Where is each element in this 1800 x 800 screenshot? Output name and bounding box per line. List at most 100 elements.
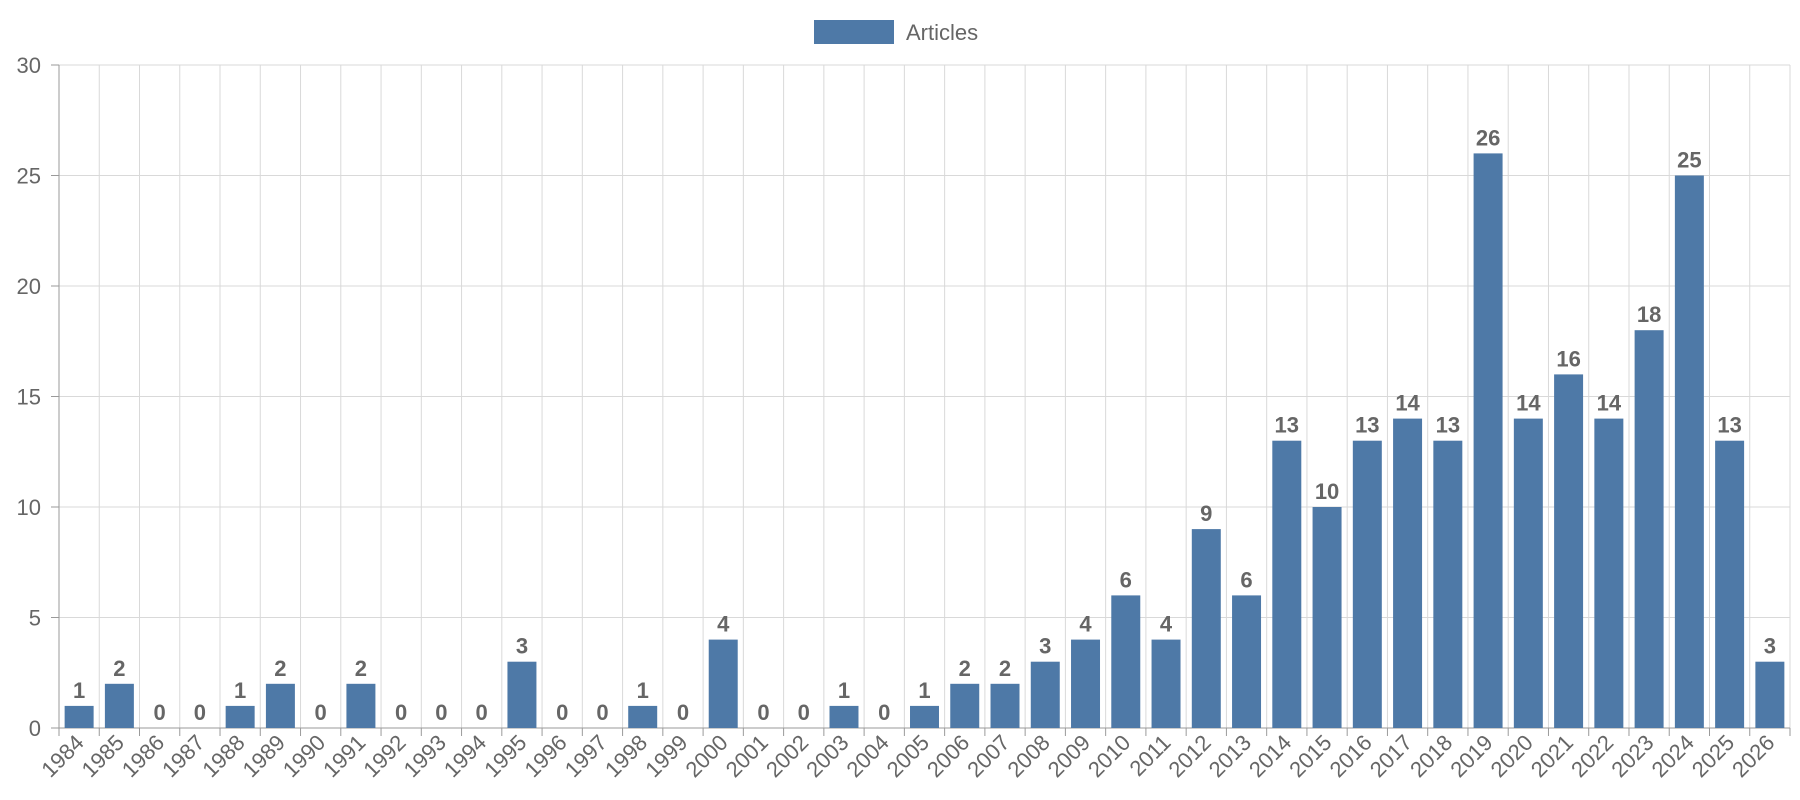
bar-1984[interactable] bbox=[64, 705, 94, 728]
bar-2026[interactable] bbox=[1755, 661, 1785, 728]
data-label-2022: 14 bbox=[1597, 391, 1622, 416]
data-label-1986: 0 bbox=[154, 700, 166, 725]
data-label-2005: 1 bbox=[918, 678, 930, 703]
bar-2019[interactable] bbox=[1473, 153, 1503, 728]
legend-label-articles[interactable]: Articles bbox=[906, 20, 978, 45]
data-label-2006: 2 bbox=[959, 656, 971, 681]
bar-2011[interactable] bbox=[1151, 639, 1181, 728]
bar-2000[interactable] bbox=[708, 639, 738, 728]
data-label-1987: 0 bbox=[194, 700, 206, 725]
x-tick-label-1988: 1988 bbox=[197, 730, 249, 782]
x-tick-label-1999: 1999 bbox=[640, 730, 692, 782]
bar-2014[interactable] bbox=[1272, 440, 1302, 728]
bar-2010[interactable] bbox=[1111, 595, 1141, 728]
y-tick-label: 20 bbox=[17, 274, 41, 299]
data-label-2016: 13 bbox=[1355, 413, 1379, 438]
bar-2016[interactable] bbox=[1352, 440, 1382, 728]
bar-1991[interactable] bbox=[346, 683, 376, 728]
bar-1989[interactable] bbox=[265, 683, 295, 728]
data-label-2019: 26 bbox=[1476, 125, 1500, 150]
x-tick-label-2015: 2015 bbox=[1284, 730, 1336, 782]
data-label-2002: 0 bbox=[798, 700, 810, 725]
bar-2022[interactable] bbox=[1594, 418, 1624, 728]
bar-1995[interactable] bbox=[507, 661, 537, 728]
bar-2025[interactable] bbox=[1715, 440, 1745, 728]
data-label-1999: 0 bbox=[677, 700, 689, 725]
x-tick-label-2011: 2011 bbox=[1124, 730, 1175, 781]
data-label-1996: 0 bbox=[556, 700, 568, 725]
x-tick-label-2001: 2001 bbox=[721, 730, 773, 782]
x-tick-label-2016: 2016 bbox=[1325, 730, 1377, 782]
x-tick-label-1985: 1985 bbox=[77, 730, 129, 782]
x-tick-label-2013: 2013 bbox=[1204, 730, 1256, 782]
legend[interactable]: Articles bbox=[814, 20, 978, 45]
bar-2005[interactable] bbox=[910, 705, 939, 728]
legend-swatch-articles[interactable] bbox=[814, 20, 894, 44]
bar-2007[interactable] bbox=[990, 683, 1020, 728]
x-tick-label-2003: 2003 bbox=[801, 730, 853, 782]
x-tick-label-2006: 2006 bbox=[922, 730, 974, 782]
data-label-1988: 1 bbox=[234, 678, 246, 703]
x-tick-label-1996: 1996 bbox=[519, 730, 571, 782]
x-tick-label-1984: 1984 bbox=[36, 730, 88, 782]
x-tick-label-1995: 1995 bbox=[479, 730, 531, 782]
data-label-1991: 2 bbox=[355, 656, 367, 681]
bar-2017[interactable] bbox=[1393, 418, 1423, 728]
data-label-2000: 4 bbox=[717, 612, 730, 637]
data-label-2025: 13 bbox=[1717, 413, 1741, 438]
y-tick-label: 30 bbox=[17, 53, 41, 78]
y-tick-label: 15 bbox=[17, 385, 41, 410]
bar-2021[interactable] bbox=[1554, 374, 1584, 728]
bar-2012[interactable] bbox=[1191, 529, 1221, 728]
data-label-2001: 0 bbox=[757, 700, 769, 725]
bar-2015[interactable] bbox=[1312, 507, 1342, 728]
bar-2008[interactable] bbox=[1030, 661, 1060, 728]
x-tick-label-2018: 2018 bbox=[1405, 730, 1457, 782]
data-label-2011: 4 bbox=[1160, 612, 1173, 637]
x-tick-label-2014: 2014 bbox=[1244, 730, 1296, 782]
x-tick-label-2022: 2022 bbox=[1566, 730, 1618, 782]
bar-2018[interactable] bbox=[1433, 440, 1463, 728]
x-tick-label-1998: 1998 bbox=[600, 730, 652, 782]
y-tick-label: 5 bbox=[29, 606, 41, 631]
x-tick-label-2009: 2009 bbox=[1043, 730, 1095, 782]
bar-1985[interactable] bbox=[104, 683, 134, 728]
x-tick-label-2010: 2010 bbox=[1083, 730, 1135, 782]
data-label-1990: 0 bbox=[315, 700, 327, 725]
data-label-2008: 3 bbox=[1039, 634, 1051, 659]
y-tick-label: 25 bbox=[17, 164, 41, 189]
data-label-1995: 3 bbox=[516, 634, 528, 659]
bar-2013[interactable] bbox=[1232, 595, 1262, 728]
data-label-1993: 0 bbox=[435, 700, 447, 725]
data-label-2004: 0 bbox=[878, 700, 890, 725]
x-tick-label-2000: 2000 bbox=[680, 730, 732, 782]
data-label-2023: 18 bbox=[1637, 302, 1661, 327]
data-label-2021: 16 bbox=[1556, 346, 1580, 371]
x-tick-label-2007: 2007 bbox=[962, 730, 1014, 782]
bar-1998[interactable] bbox=[628, 705, 658, 728]
y-tick-label: 10 bbox=[17, 495, 41, 520]
x-tick-label-1986: 1986 bbox=[117, 730, 169, 782]
x-tick-label-2025: 2025 bbox=[1687, 730, 1739, 782]
bar-2009[interactable] bbox=[1071, 639, 1101, 728]
x-tick-label-2004: 2004 bbox=[841, 730, 893, 782]
bar-2006[interactable] bbox=[950, 683, 980, 728]
data-label-2010: 6 bbox=[1120, 567, 1132, 592]
x-tick-label-1989: 1989 bbox=[238, 730, 290, 782]
bar-2003[interactable] bbox=[829, 705, 859, 728]
bar-2020[interactable] bbox=[1513, 418, 1543, 728]
data-label-2018: 13 bbox=[1436, 413, 1460, 438]
x-tick-label-1990: 1990 bbox=[278, 730, 330, 782]
x-tick-label-2017: 2017 bbox=[1365, 730, 1417, 782]
data-label-2020: 14 bbox=[1516, 391, 1541, 416]
x-tick-label-2021: 2021 bbox=[1526, 730, 1578, 782]
x-tick-label-2019: 2019 bbox=[1445, 730, 1497, 782]
x-tick-label-1997: 1997 bbox=[560, 730, 612, 782]
x-tick-label-1994: 1994 bbox=[439, 730, 491, 782]
bar-2023[interactable] bbox=[1634, 330, 1664, 728]
x-tick-label-2023: 2023 bbox=[1606, 730, 1658, 782]
bar-1988[interactable] bbox=[225, 705, 255, 728]
bar-2024[interactable] bbox=[1674, 175, 1704, 729]
data-label-1994: 0 bbox=[476, 700, 488, 725]
